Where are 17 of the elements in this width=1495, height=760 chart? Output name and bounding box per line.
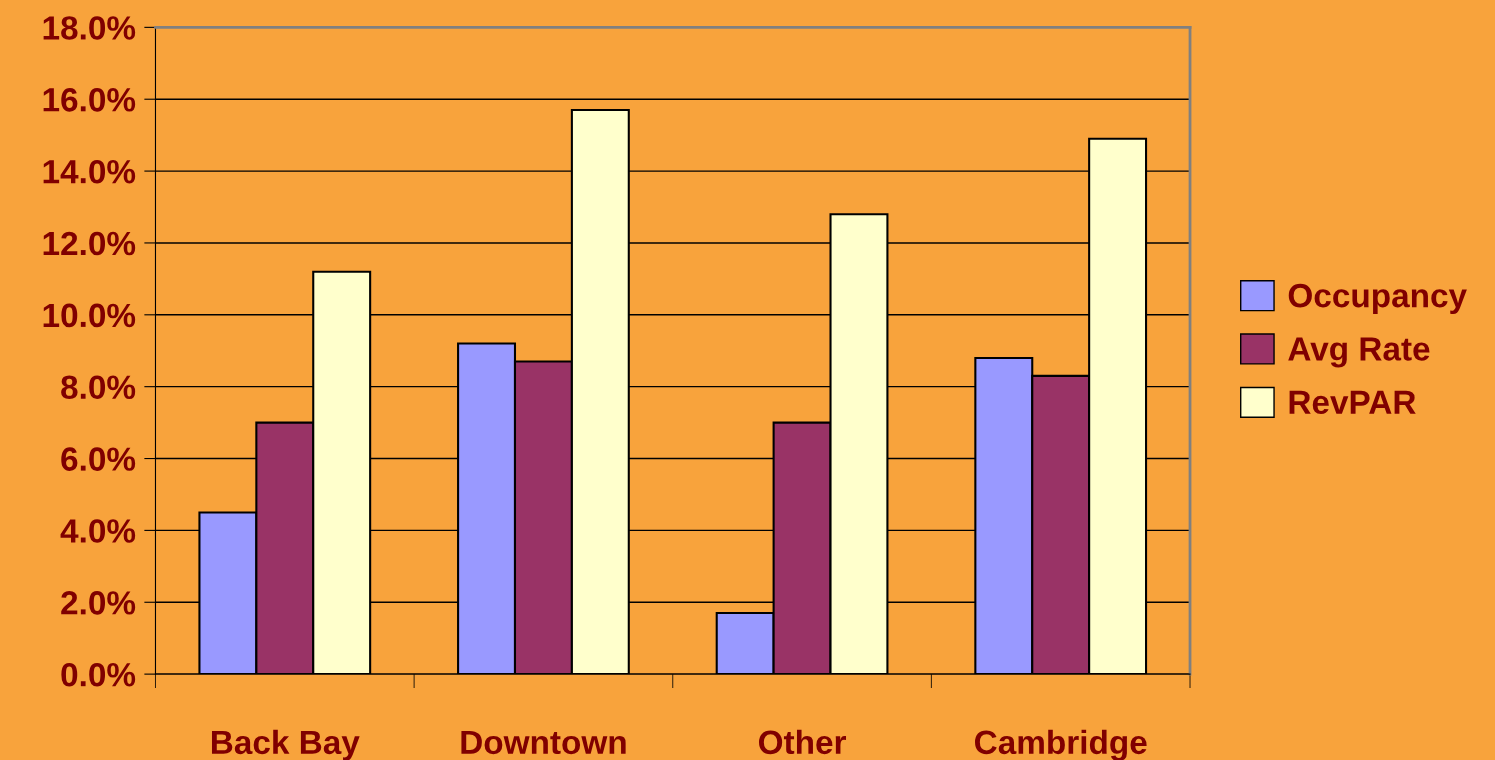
y-tick-label: 14.0% [43, 159, 136, 184]
y-tick-label: 10.0% [43, 303, 136, 328]
x-tick-label: Other [758, 729, 847, 755]
x-tick-label: Back Bay [211, 729, 360, 760]
y-tick-label: 18.0% [43, 16, 136, 40]
legend-label: Avg Rate [1288, 337, 1430, 368]
y-tick-label: 6.0% [61, 447, 136, 471]
y-tick-label: 16.0% [43, 88, 136, 112]
y-tick-label: 0.0% [61, 662, 136, 687]
y-tick-label: 12.0% [43, 231, 136, 256]
y-tick-label: 2.0% [61, 591, 136, 615]
x-tick-label: Downtown [461, 730, 626, 755]
y-tick-label: 4.0% [60, 519, 136, 543]
y-tick-label: 8.0% [61, 375, 136, 400]
legend-label: RevPAR [1289, 390, 1416, 415]
x-tick-label: Cambridge [975, 729, 1147, 760]
legend-label: Occupancy [1288, 283, 1467, 315]
